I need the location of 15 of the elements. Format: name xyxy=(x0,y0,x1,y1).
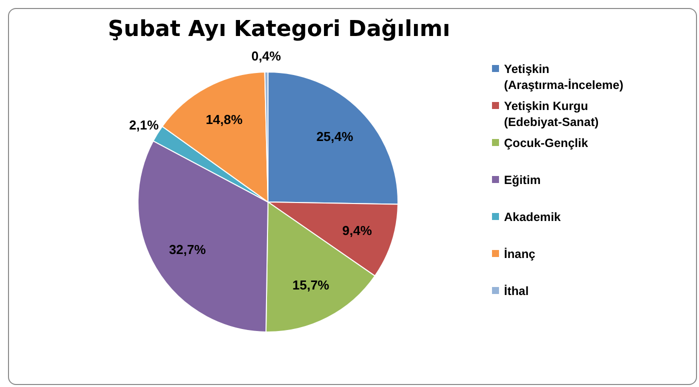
legend-label: İnanç xyxy=(504,246,536,262)
data-label: 32,7% xyxy=(168,242,206,258)
data-label: 0,4% xyxy=(251,48,282,64)
legend-label: Yetişkin (Araştırma-İnceleme) xyxy=(504,61,624,93)
data-label: 9,4% xyxy=(342,223,372,238)
data-label: 2,1% xyxy=(129,118,160,133)
legend-label: Çocuk-Gençlik xyxy=(504,135,588,151)
legend-label: Yetişkin Kurgu (Edebiyat-Sanat) xyxy=(504,98,599,130)
data-label: 15,7% xyxy=(292,278,330,293)
data-label: 25,4% xyxy=(316,128,354,144)
data-label: 14,8% xyxy=(206,112,244,127)
legend-label: İthal xyxy=(504,283,529,299)
legend-label: Eğitim xyxy=(504,172,541,188)
chart-title: Şubat Ayı Kategori Dağılımı xyxy=(106,17,452,42)
legend-label: Akademik xyxy=(504,209,561,225)
